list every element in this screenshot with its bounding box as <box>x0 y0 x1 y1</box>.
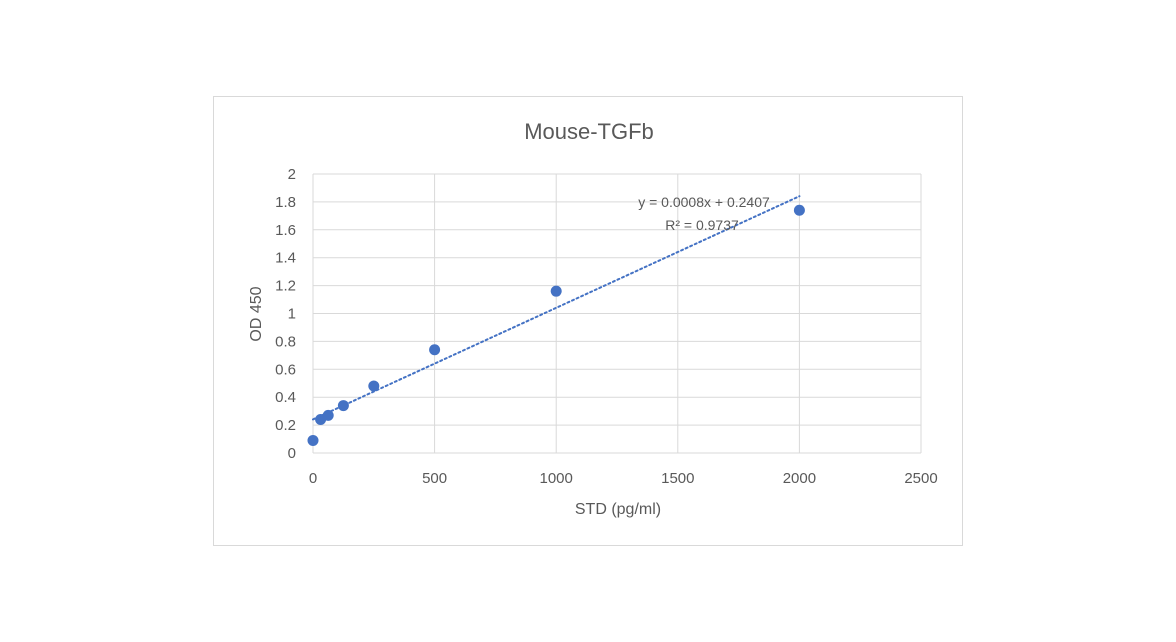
x-tick-label: 1000 <box>540 470 573 487</box>
x-tick-label: 0 <box>309 470 317 487</box>
data-points <box>307 204 805 446</box>
x-tick-label: 1500 <box>661 470 694 487</box>
y-tick-label: 1.2 <box>275 278 296 295</box>
x-tick-label: 2000 <box>783 470 816 487</box>
scatter-chart: Mouse-TGFb 0 0.2 0.4 0.6 0.8 1 1.2 1.4 1.6 1.8 2 0 5… <box>248 119 938 518</box>
data-point <box>368 380 380 392</box>
grid-lines <box>312 173 922 454</box>
trendline-equation: y = 0.0008x + 0.2407 <box>638 194 770 210</box>
y-tick-label: 0.4 <box>275 389 296 406</box>
data-point <box>550 285 562 297</box>
y-tick-label: 1.6 <box>275 222 296 239</box>
y-tick-label: 0.6 <box>275 361 296 378</box>
y-tick-label: 0.8 <box>275 333 296 350</box>
y-axis-label: OD 450 <box>248 286 265 341</box>
data-point <box>307 434 319 446</box>
data-point <box>429 344 441 356</box>
data-point <box>793 204 805 216</box>
trendline-layer <box>312 195 801 421</box>
y-tick-label: 1 <box>288 306 296 323</box>
chart-title: Mouse-TGFb <box>524 119 654 144</box>
y-tick-label: 1.8 <box>275 194 296 211</box>
y-tick-label: 2 <box>288 166 296 183</box>
x-tick-label: 2500 <box>904 470 937 487</box>
chart-frame: Mouse-TGFb 0 0.2 0.4 0.6 0.8 1 1.2 1.4 1.6 1.8 2 0 5… <box>213 96 963 546</box>
trendline-r-squared: R² = 0.9737 <box>665 217 739 233</box>
y-tick-label: 0 <box>288 445 296 462</box>
x-axis-label: STD (pg/ml) <box>575 501 661 518</box>
x-tick-label: 500 <box>422 470 447 487</box>
trendline <box>312 195 801 421</box>
y-tick-label: 0.2 <box>275 417 296 434</box>
data-point <box>322 409 334 421</box>
tick-labels: 0 0.2 0.4 0.6 0.8 1 1.2 1.4 1.6 1.8 2 0 500 1000 1500 2… <box>275 166 938 487</box>
data-point <box>337 400 349 412</box>
y-tick-label: 1.4 <box>275 250 296 267</box>
